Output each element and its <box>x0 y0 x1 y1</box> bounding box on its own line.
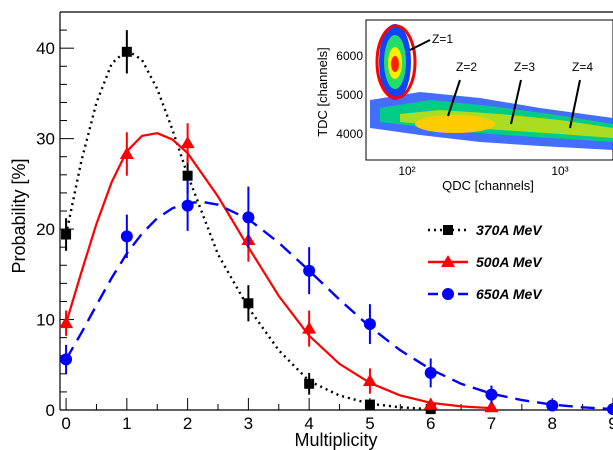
data-point <box>303 264 316 277</box>
data-point <box>546 399 559 412</box>
inset-x-axis-title: QDC [channels] <box>442 178 534 193</box>
inset-ytick-label: 4000 <box>336 127 363 141</box>
data-point <box>119 147 134 160</box>
y-axis-title: Probability [%] <box>9 158 29 273</box>
z-label: Z=1 <box>432 32 453 46</box>
inset-heatmap: 6000 5000 4000 10² 10³ QDC [channels] TD… <box>315 19 613 193</box>
z-label-pointer <box>510 79 522 125</box>
data-point <box>121 46 132 57</box>
data-point <box>243 298 254 309</box>
y-tick-label: 40 <box>36 39 55 58</box>
z-label-pointer <box>409 39 431 51</box>
inset-heatmap-bands <box>370 24 613 150</box>
data-markers <box>59 30 613 416</box>
data-point <box>304 378 315 389</box>
data-point <box>242 211 255 224</box>
z1-selection-ellipse <box>375 24 417 100</box>
data-point <box>362 374 377 387</box>
data-point <box>61 229 72 240</box>
x-tick-label: 8 <box>547 414 556 433</box>
data-point <box>364 399 375 410</box>
data-point <box>424 366 437 379</box>
inset-xtick-label: 10³ <box>551 164 568 178</box>
legend: 370A MeV 500A MeV 650A MeV <box>428 222 543 302</box>
data-point <box>182 170 193 181</box>
x-tick-label: 2 <box>183 414 192 433</box>
x-tick-label: 0 <box>61 414 70 433</box>
data-point <box>59 316 74 329</box>
y-tick-label: 0 <box>46 401 55 420</box>
heatmap-band-core <box>415 115 495 133</box>
data-point <box>120 230 133 243</box>
legend-label: 650A MeV <box>476 286 543 302</box>
inset-ytick-label: 6000 <box>336 49 363 63</box>
x-tick-label: 4 <box>304 414 313 433</box>
legend-marker <box>441 255 455 267</box>
legend-marker <box>443 225 453 235</box>
legend-label: 500A MeV <box>476 254 543 270</box>
x-tick-label: 6 <box>426 414 435 433</box>
z-label-pointer <box>569 79 581 129</box>
x-tick-label: 9 <box>608 414 613 433</box>
x-tick-label: 3 <box>244 414 253 433</box>
fit-curve-series-0 <box>64 48 431 410</box>
z-label: Z=2 <box>456 60 477 74</box>
legend-marker <box>442 288 454 300</box>
legend-label: 370A MeV <box>476 222 543 238</box>
data-point <box>60 353 73 366</box>
data-point <box>484 400 499 413</box>
data-point <box>423 397 438 410</box>
x-tick-label: 1 <box>122 414 131 433</box>
z-label-pointer <box>447 79 461 117</box>
y-tick-label: 20 <box>36 220 55 239</box>
data-point <box>180 136 195 149</box>
z-label: Z=3 <box>514 60 535 74</box>
inset-xtick-label: 10² <box>398 164 415 178</box>
y-tick-label: 30 <box>36 130 55 149</box>
data-point <box>485 388 498 401</box>
fit-curve-series-1 <box>65 132 492 410</box>
inset-y-axis-title: TDC [channels] <box>315 47 330 137</box>
data-point <box>363 318 376 331</box>
data-point <box>181 199 194 212</box>
z-label: Z=4 <box>572 60 593 74</box>
inset-ytick-label: 5000 <box>336 88 363 102</box>
data-point <box>302 321 317 334</box>
x-tick-label: 5 <box>365 414 374 433</box>
x-axis-title: Multiplicity <box>294 430 377 450</box>
data-point <box>607 403 613 416</box>
x-tick-label: 7 <box>487 414 496 433</box>
y-tick-label: 10 <box>36 311 55 330</box>
heatmap-z1-core <box>391 56 399 72</box>
